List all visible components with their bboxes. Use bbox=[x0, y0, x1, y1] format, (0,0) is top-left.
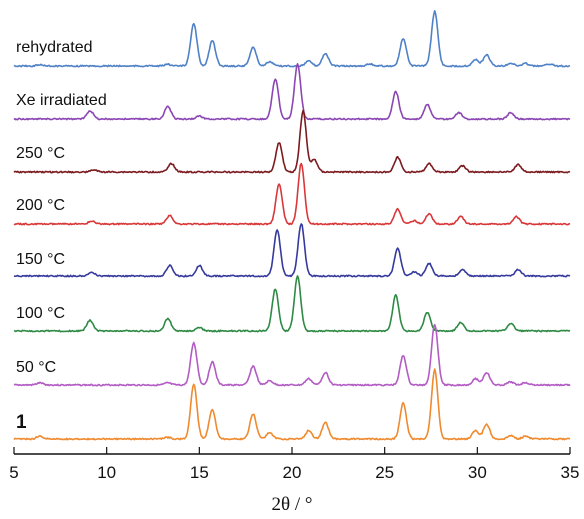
x-axis: 5 10 15 20 25 30 35 bbox=[9, 447, 579, 482]
series-label-3: 200 °C bbox=[16, 197, 65, 214]
pattern-traces bbox=[13, 10, 571, 441]
trace-0 bbox=[13, 10, 571, 68]
trace-6 bbox=[13, 323, 571, 387]
x-axis-title: 2θ / ° bbox=[272, 494, 313, 515]
trace-7 bbox=[13, 368, 571, 441]
trace-4 bbox=[13, 223, 571, 278]
x-tick-label-6: 35 bbox=[561, 463, 580, 482]
x-tick-label-4: 25 bbox=[375, 463, 394, 482]
series-label-6: 50 °C bbox=[16, 359, 56, 376]
trace-2 bbox=[13, 109, 571, 174]
x-tick-label-2: 15 bbox=[190, 463, 209, 482]
trace-3 bbox=[13, 162, 571, 226]
x-tick-label-3: 20 bbox=[283, 463, 302, 482]
series-label-4: 150 °C bbox=[16, 251, 65, 268]
series-label-7: 1 bbox=[16, 412, 27, 433]
series-label-5: 100 °C bbox=[16, 305, 65, 322]
series-label-0: rehydrated bbox=[16, 39, 93, 56]
trace-1 bbox=[13, 63, 571, 121]
trace-5 bbox=[13, 275, 571, 333]
series-label-2: 250 °C bbox=[16, 145, 65, 162]
x-tick-label-0: 5 bbox=[9, 463, 18, 482]
x-axis-ticks: 5 10 15 20 25 30 35 bbox=[9, 447, 579, 482]
series-label-1: Xe irradiated bbox=[16, 92, 107, 109]
x-tick-label-1: 10 bbox=[97, 463, 116, 482]
x-tick-label-5: 30 bbox=[468, 463, 487, 482]
